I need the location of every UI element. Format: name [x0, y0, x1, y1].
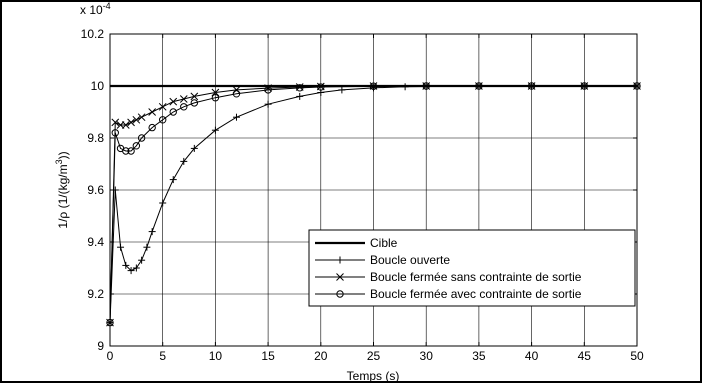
- legend-label: Boucle fermée avec contrainte de sortie: [370, 287, 582, 301]
- data-point: [296, 92, 304, 100]
- data-point: [117, 243, 125, 251]
- series-layer: [106, 82, 641, 327]
- x-tick-label: 30: [420, 349, 434, 363]
- legend-label: Boucle fermée sans contrainte de sortie: [370, 270, 582, 284]
- y-tick-label: 10.2: [81, 27, 105, 41]
- y-tick-label: 9.2: [87, 287, 104, 301]
- x-tick-label: 10: [209, 349, 223, 363]
- data-point: [232, 113, 240, 121]
- y-tick-label: 9.6: [87, 183, 104, 197]
- data-point: [401, 83, 409, 91]
- data-point: [169, 108, 177, 116]
- y-tick-labels: 9 9.2 9.4 9.6 9.8 10 10.2: [81, 27, 105, 353]
- data-point: [422, 82, 430, 90]
- legend-item: Boucle ouverte: [315, 253, 450, 267]
- data-point: [264, 86, 272, 94]
- x-tick-label: 5: [159, 349, 166, 363]
- legend-label: Cible: [370, 236, 398, 250]
- legend: Cible Boucle ouverte Boucle fermée sans co…: [308, 229, 636, 307]
- x-tick-label: 25: [367, 349, 381, 363]
- data-point: [180, 103, 188, 111]
- x-tick-label: 35: [472, 349, 486, 363]
- data-point: [122, 147, 130, 155]
- data-point: [148, 108, 157, 116]
- x-tick-label: 40: [525, 349, 539, 363]
- x-tick-label: 20: [314, 349, 328, 363]
- data-point: [132, 142, 141, 150]
- data-point: [111, 186, 119, 194]
- legend-marker: [336, 273, 344, 281]
- data-point: [169, 97, 178, 106]
- data-point: [137, 134, 146, 142]
- data-point: [111, 129, 119, 137]
- data-point: [211, 126, 219, 134]
- data-point: [190, 144, 198, 152]
- plot-area-border: [109, 33, 638, 347]
- data-point: [132, 264, 140, 272]
- x-tick-label: 50: [630, 349, 644, 363]
- data-point: [580, 82, 588, 90]
- data-point: [159, 116, 167, 124]
- data-point: [232, 90, 241, 98]
- x-tick-label: 45: [578, 349, 592, 363]
- data-point: [122, 261, 130, 269]
- data-point: [127, 118, 135, 127]
- data-point: [111, 118, 120, 127]
- data-point: [127, 267, 135, 275]
- y-tick-label: 9.8: [87, 131, 104, 145]
- data-point: [264, 100, 272, 108]
- data-point: [190, 99, 199, 107]
- data-point: [190, 92, 199, 101]
- data-point: [179, 95, 188, 103]
- data-point: [169, 176, 177, 184]
- y-tick-label: 10: [91, 79, 105, 93]
- x-axis-label: Temps (s): [347, 369, 400, 383]
- data-point: [211, 94, 220, 102]
- legend-label: Boucle ouverte: [370, 253, 450, 267]
- legend-marker: [336, 290, 344, 298]
- data-point: [475, 82, 483, 90]
- data-point: [369, 82, 378, 90]
- data-point: [338, 86, 346, 94]
- data-point: [317, 83, 325, 91]
- data-point: [527, 82, 536, 90]
- y-scale-note: x 10-4: [80, 1, 111, 17]
- data-point: [295, 83, 304, 91]
- data-point: [148, 228, 156, 236]
- data-point: [148, 123, 156, 132]
- y-tick-label: 9.4: [87, 235, 104, 249]
- data-point: [127, 147, 135, 155]
- data-point: [296, 84, 304, 92]
- legend-item: Boucle fermée sans contrainte de sortie: [315, 270, 582, 284]
- data-point: [121, 121, 130, 129]
- data-point: [137, 113, 146, 122]
- x-tick-label: 15: [261, 349, 275, 363]
- legend-item: Cible: [315, 236, 398, 250]
- data-point: [138, 256, 146, 264]
- data-point: [143, 243, 151, 251]
- data-point: [159, 199, 167, 207]
- legend-marker: [336, 256, 344, 264]
- y-axis-label: 1/ρ (1/(kg/m3)): [54, 151, 70, 228]
- data-point: [158, 102, 167, 111]
- x-tick-labels: 0 5 10 15 20 25 30 35 40 45 50: [107, 349, 644, 363]
- x-tick-label: 0: [107, 349, 114, 363]
- data-point: [232, 86, 241, 94]
- data-point: [132, 115, 141, 124]
- legend-item: Boucle fermée avec contrainte de sortie: [315, 287, 582, 301]
- y-tick-label: 9: [97, 339, 104, 353]
- data-point: [180, 157, 188, 165]
